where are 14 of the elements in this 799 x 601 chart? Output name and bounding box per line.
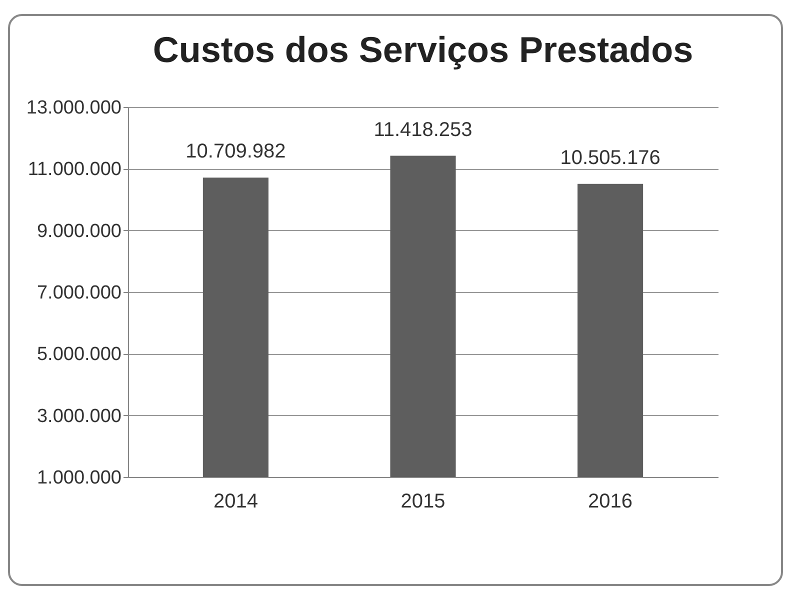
y-tick-label: 13.000.000 bbox=[26, 98, 122, 118]
y-tick-label: 11.000.000 bbox=[28, 159, 122, 180]
x-tick-label: 2014 bbox=[213, 490, 258, 512]
y-tick-label: 7.000.000 bbox=[36, 282, 122, 304]
y-tick-label: 9.000.000 bbox=[36, 220, 122, 242]
data-label: 11.418.253 bbox=[374, 118, 472, 141]
y-tick-label: 5.000.000 bbox=[36, 344, 122, 366]
x-tick-label: 2015 bbox=[400, 490, 446, 512]
x-tick-label: 2016 bbox=[588, 490, 633, 512]
chart-title: Custos dos Serviços Prestados bbox=[152, 29, 694, 70]
y-tick-label: 1.000.000 bbox=[36, 468, 122, 488]
y-tick-label: 3.000.000 bbox=[36, 406, 122, 427]
data-label: 10.505.176 bbox=[560, 146, 660, 169]
data-label: 10.709.982 bbox=[186, 140, 286, 163]
